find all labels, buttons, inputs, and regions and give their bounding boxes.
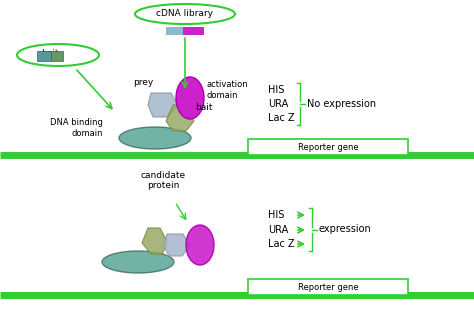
Polygon shape <box>142 228 168 254</box>
Text: Lac Z: Lac Z <box>268 113 295 123</box>
Text: activation
domain: activation domain <box>207 80 249 100</box>
FancyBboxPatch shape <box>183 27 204 35</box>
Ellipse shape <box>135 4 235 24</box>
Polygon shape <box>164 234 190 256</box>
Polygon shape <box>148 93 178 117</box>
FancyBboxPatch shape <box>248 279 408 295</box>
Polygon shape <box>166 105 194 131</box>
Text: bait: bait <box>41 49 59 57</box>
Text: Reporter gene: Reporter gene <box>298 143 358 151</box>
Text: bait: bait <box>195 104 212 113</box>
Text: DNA binding
domain: DNA binding domain <box>50 118 103 138</box>
Ellipse shape <box>119 127 191 149</box>
Ellipse shape <box>102 251 174 273</box>
FancyBboxPatch shape <box>51 51 63 61</box>
Text: Reporter gene: Reporter gene <box>298 282 358 291</box>
Text: URA: URA <box>268 99 288 109</box>
Text: expression: expression <box>319 224 372 235</box>
FancyBboxPatch shape <box>166 27 183 35</box>
Text: cDNA library: cDNA library <box>156 10 213 18</box>
FancyBboxPatch shape <box>37 51 51 61</box>
FancyBboxPatch shape <box>248 139 408 155</box>
Ellipse shape <box>186 225 214 265</box>
Ellipse shape <box>176 77 204 119</box>
Ellipse shape <box>17 44 99 66</box>
Text: HIS: HIS <box>268 85 284 95</box>
Text: URA: URA <box>268 225 288 235</box>
Text: No expression: No expression <box>307 99 376 109</box>
Text: Lac Z: Lac Z <box>268 239 295 249</box>
Text: HIS: HIS <box>268 210 284 220</box>
Text: prey: prey <box>133 78 153 87</box>
Text: candidate
protein: candidate protein <box>140 171 185 190</box>
